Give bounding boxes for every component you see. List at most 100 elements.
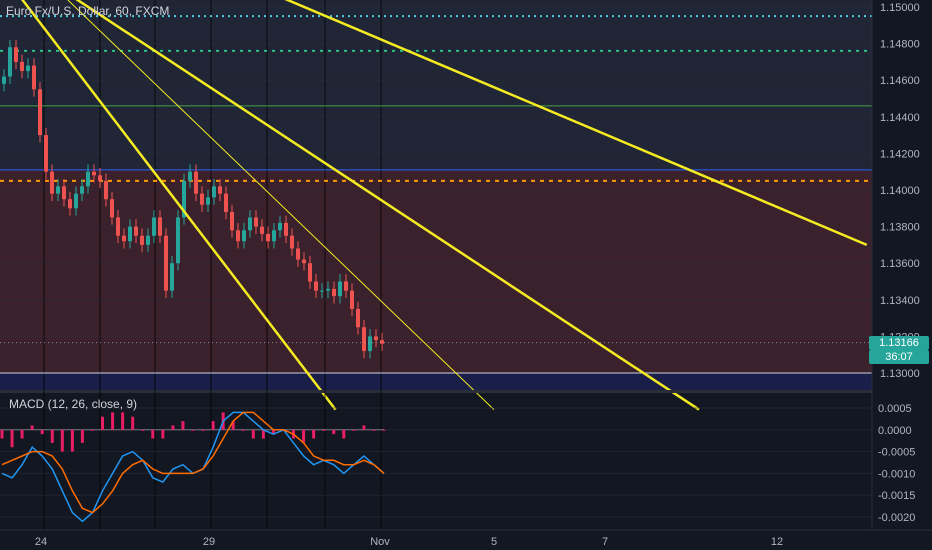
macd-histogram-bar bbox=[352, 429, 356, 431]
price-tick-label: 1.14000 bbox=[880, 185, 920, 197]
macd-histogram-bar bbox=[271, 429, 275, 435]
candle-body bbox=[164, 235, 168, 291]
candle-body bbox=[32, 65, 36, 90]
candle-body bbox=[80, 186, 84, 194]
macd-tick-label: -0.0020 bbox=[878, 512, 915, 524]
candle-body bbox=[362, 327, 366, 352]
trendline bbox=[284, 0, 868, 247]
time-tick-label: 24 bbox=[35, 536, 47, 548]
trendline bbox=[67, 0, 495, 410]
macd-histogram-bar bbox=[231, 421, 235, 430]
candle-body bbox=[314, 281, 318, 291]
macd-histogram-bar bbox=[241, 429, 245, 431]
macd-histogram-bar bbox=[191, 429, 195, 431]
candle-body bbox=[170, 263, 174, 291]
candle-body bbox=[62, 186, 66, 200]
macd-tick-label: -0.0005 bbox=[878, 447, 915, 459]
macd-histogram-bar bbox=[171, 425, 175, 430]
candle-body bbox=[86, 171, 90, 187]
macd-histogram-bar bbox=[161, 429, 165, 439]
candle-body bbox=[266, 233, 270, 242]
candle-body bbox=[110, 199, 114, 218]
macd-tick-label: 0.0005 bbox=[878, 403, 912, 415]
candle-body bbox=[272, 230, 276, 242]
candle-body bbox=[284, 222, 288, 236]
macd-histogram-bar bbox=[332, 429, 336, 435]
signal-line bbox=[1, 411, 385, 514]
macd-histogram-bar bbox=[50, 429, 54, 443]
macd-histogram-bar bbox=[70, 429, 74, 452]
candle-body bbox=[278, 222, 282, 231]
macd-histogram-bar bbox=[131, 416, 135, 430]
candle-body bbox=[260, 226, 264, 234]
macd-histogram-bar bbox=[342, 429, 346, 439]
macd-histogram-bar bbox=[111, 412, 115, 430]
candle-body bbox=[374, 336, 378, 341]
macd-histogram-bar bbox=[90, 429, 94, 431]
candle-body bbox=[74, 193, 78, 209]
candle-body bbox=[248, 217, 252, 231]
candle-body bbox=[158, 217, 162, 236]
time-axis bbox=[0, 530, 932, 550]
candle-body bbox=[194, 171, 198, 194]
macd-histogram-bar bbox=[30, 425, 34, 430]
candle-body bbox=[68, 199, 72, 209]
price-tick-label: 1.13400 bbox=[880, 295, 920, 307]
macd-histogram-bar bbox=[121, 412, 125, 430]
candle-body bbox=[242, 230, 246, 242]
macd-histogram-bar bbox=[141, 429, 145, 431]
demand-zone bbox=[0, 373, 872, 390]
time-tick-label: 12 bbox=[771, 536, 783, 548]
candle-body bbox=[290, 235, 294, 249]
candle-body bbox=[176, 217, 180, 264]
candle-body bbox=[326, 288, 330, 291]
macd-histogram-bar bbox=[261, 429, 265, 439]
candle-body bbox=[380, 340, 384, 344]
candle-body bbox=[2, 76, 6, 84]
macd-histogram-bar bbox=[101, 416, 105, 430]
macd-tick-label: -0.0015 bbox=[878, 490, 915, 502]
candle-body bbox=[344, 281, 348, 291]
candle-body bbox=[134, 226, 138, 236]
upper-zone bbox=[0, 0, 872, 170]
candle-body bbox=[104, 180, 108, 200]
candle-body bbox=[206, 197, 210, 205]
candle-body bbox=[350, 290, 354, 309]
candle-body bbox=[14, 47, 18, 62]
candle-body bbox=[152, 217, 156, 236]
candle-body bbox=[146, 235, 150, 245]
candle-body bbox=[26, 65, 30, 72]
macd-histogram-bar bbox=[372, 429, 376, 431]
candle-body bbox=[200, 193, 204, 205]
macd-histogram-bar bbox=[151, 429, 155, 439]
panel-divider bbox=[0, 390, 932, 393]
candle-body bbox=[218, 186, 222, 194]
macd-histogram-bar bbox=[10, 429, 14, 448]
macd-histogram-bar bbox=[60, 429, 64, 452]
candle-body bbox=[332, 288, 336, 297]
candle-body bbox=[20, 61, 24, 72]
candle-body bbox=[254, 217, 258, 227]
price-tick-label: 1.14400 bbox=[880, 112, 920, 124]
candle-body bbox=[212, 186, 216, 198]
candle-body bbox=[230, 211, 234, 231]
candle-body bbox=[8, 47, 12, 77]
candle-body bbox=[140, 235, 144, 245]
macd-histogram-bar bbox=[20, 429, 24, 439]
candle-body bbox=[50, 171, 54, 194]
price-tick-label: 1.15000 bbox=[880, 2, 920, 14]
macd-histogram-bar bbox=[40, 429, 44, 435]
macd-histogram-bar bbox=[201, 429, 205, 431]
macd-histogram-bar bbox=[0, 429, 4, 439]
macd-histogram-bar bbox=[80, 429, 84, 443]
candle-body bbox=[92, 171, 96, 176]
candle-body bbox=[320, 290, 324, 292]
macd-histogram-bar bbox=[312, 429, 316, 439]
candle-body bbox=[302, 259, 306, 264]
macd-histogram-bar bbox=[322, 429, 326, 431]
macd-tick-label: -0.0010 bbox=[878, 468, 915, 480]
candle-body bbox=[188, 171, 192, 181]
macd-histogram-bar bbox=[362, 425, 366, 430]
